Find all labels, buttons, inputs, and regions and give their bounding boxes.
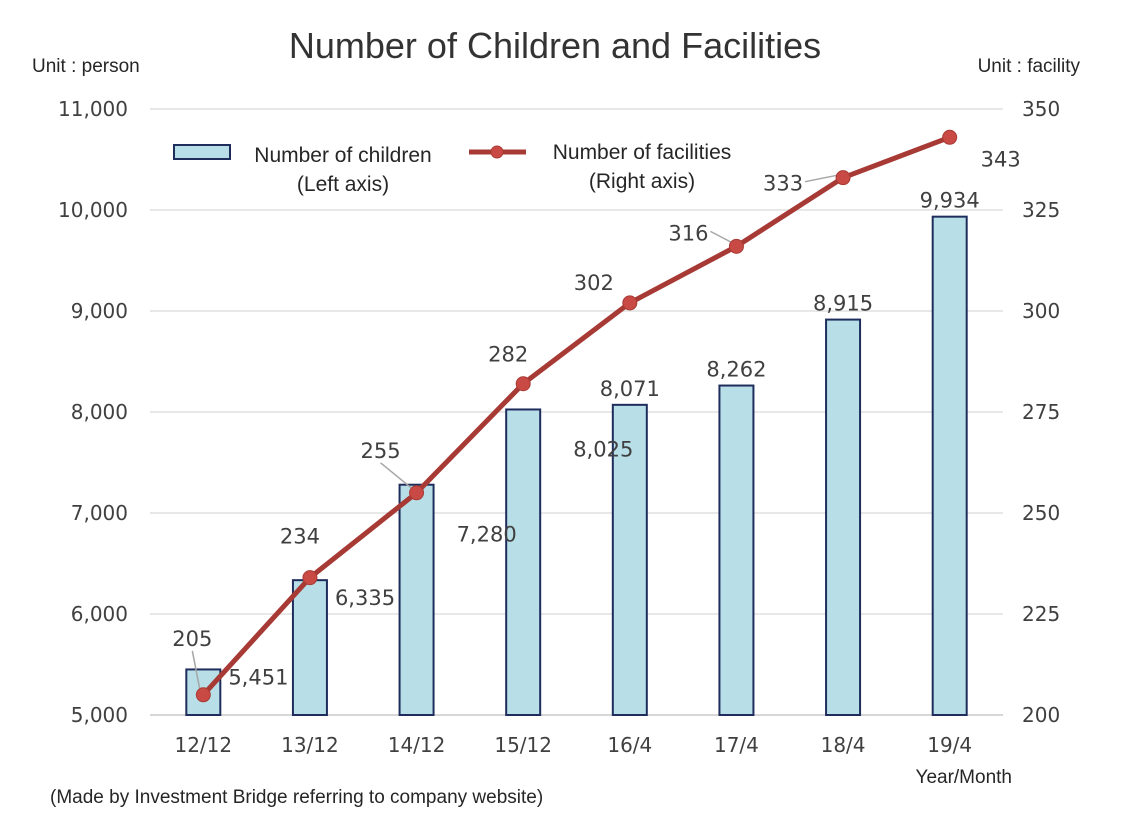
right-unit-label: Unit : facility (978, 56, 1081, 77)
x-tick-label: 18/4 (821, 733, 866, 757)
right-tick-label: 300 (1022, 299, 1060, 323)
bar-data-label: 9,934 (920, 189, 980, 213)
label-leader (710, 230, 734, 245)
legend-line-marker (490, 145, 504, 159)
right-tick-label: 275 (1022, 400, 1060, 424)
x-tick-label: 15/12 (494, 733, 552, 757)
line-data-label: 343 (981, 147, 1021, 171)
gridlines (150, 108, 1003, 716)
x-tick-label: 14/12 (388, 733, 446, 757)
line-point (302, 570, 318, 586)
line-point (622, 295, 638, 311)
right-tick-label: 325 (1022, 198, 1060, 222)
left-unit-label: Unit : person (32, 56, 140, 77)
line-data-label: 282 (488, 343, 528, 367)
line-point (195, 687, 211, 703)
x-tick-label: 19/4 (927, 733, 972, 757)
line-data-label: 234 (280, 525, 320, 549)
label-leader (191, 650, 202, 692)
x-tick-label: 13/12 (281, 733, 339, 757)
left-tick-label: 8,000 (71, 400, 128, 424)
legend-bar-label-line1: Number of children (254, 144, 431, 167)
bar-data-label: 8,262 (706, 358, 766, 382)
left-tick-label: 7,000 (71, 501, 128, 525)
left-tick-label: 9,000 (71, 299, 128, 323)
legend-bar-swatch (173, 144, 231, 160)
line-labels: 205 234 255 282 302 316 333 343 (172, 147, 1020, 651)
line-data-label: 316 (668, 221, 708, 245)
legend-bar-label-line2: (Left axis) (297, 173, 389, 196)
line-point (942, 129, 958, 145)
x-axis: 12/12 13/12 14/12 15/12 16/4 17/4 18/4 19/4 (174, 733, 972, 757)
right-tick-label: 250 (1022, 501, 1060, 525)
chart-title: Number of Children and Facilities (289, 25, 821, 66)
left-axis: 5,000 6,000 7,000 8,000 9,000 10,000 11,000 (58, 97, 128, 727)
left-tick-label: 11,000 (58, 97, 128, 121)
x-tick-label: 17/4 (714, 733, 759, 757)
bar-data-label: 5,451 (228, 665, 288, 689)
line-data-label: 333 (763, 172, 803, 196)
x-tick-label: 16/4 (607, 733, 652, 757)
bar (398, 483, 435, 716)
bar-data-label: 6,335 (335, 586, 395, 610)
line-path (201, 134, 951, 697)
label-leader (804, 173, 841, 183)
line-point (835, 170, 851, 186)
label-leaders (191, 173, 841, 692)
bar-data-label: 8,025 (573, 437, 633, 461)
line-point (515, 376, 531, 392)
right-tick-label: 225 (1022, 602, 1060, 626)
bar (611, 403, 648, 716)
right-tick-label: 200 (1022, 703, 1060, 727)
bar-labels: 5,451 6,335 7,280 8,025 8,071 8,262 8,915 9,934 (228, 189, 979, 690)
left-tick-label: 10,000 (58, 198, 128, 222)
line-series (195, 129, 958, 703)
bar (718, 384, 755, 716)
bar (291, 579, 328, 716)
label-leader (380, 462, 415, 491)
line-data-label: 302 (574, 271, 614, 295)
legend-line-label-line1: Number of facilities (553, 141, 732, 164)
line-point (728, 238, 744, 254)
bar-data-label: 7,280 (457, 523, 517, 547)
source-note: (Made by Investment Bridge referring to … (50, 787, 543, 808)
left-tick-label: 5,000 (71, 703, 128, 727)
bar-series (185, 215, 968, 717)
line-data-label: 205 (172, 627, 212, 651)
legend-line-label-line2: (Right axis) (589, 170, 695, 193)
bar-data-label: 8,071 (600, 377, 660, 401)
bar-data-label: 8,915 (813, 292, 873, 316)
bar (931, 215, 968, 717)
legend: Number of children (Left axis) Number of… (173, 141, 732, 196)
bar (825, 318, 862, 716)
line-data-label: 255 (361, 439, 401, 463)
right-axis: 200 225 250 275 300 325 350 (1022, 97, 1060, 727)
x-axis-label: Year/Month (916, 767, 1012, 788)
x-tick-label: 12/12 (174, 733, 232, 757)
line-point (409, 485, 425, 501)
left-tick-label: 6,000 (71, 602, 128, 626)
right-tick-label: 350 (1022, 97, 1060, 121)
bar (505, 408, 542, 716)
